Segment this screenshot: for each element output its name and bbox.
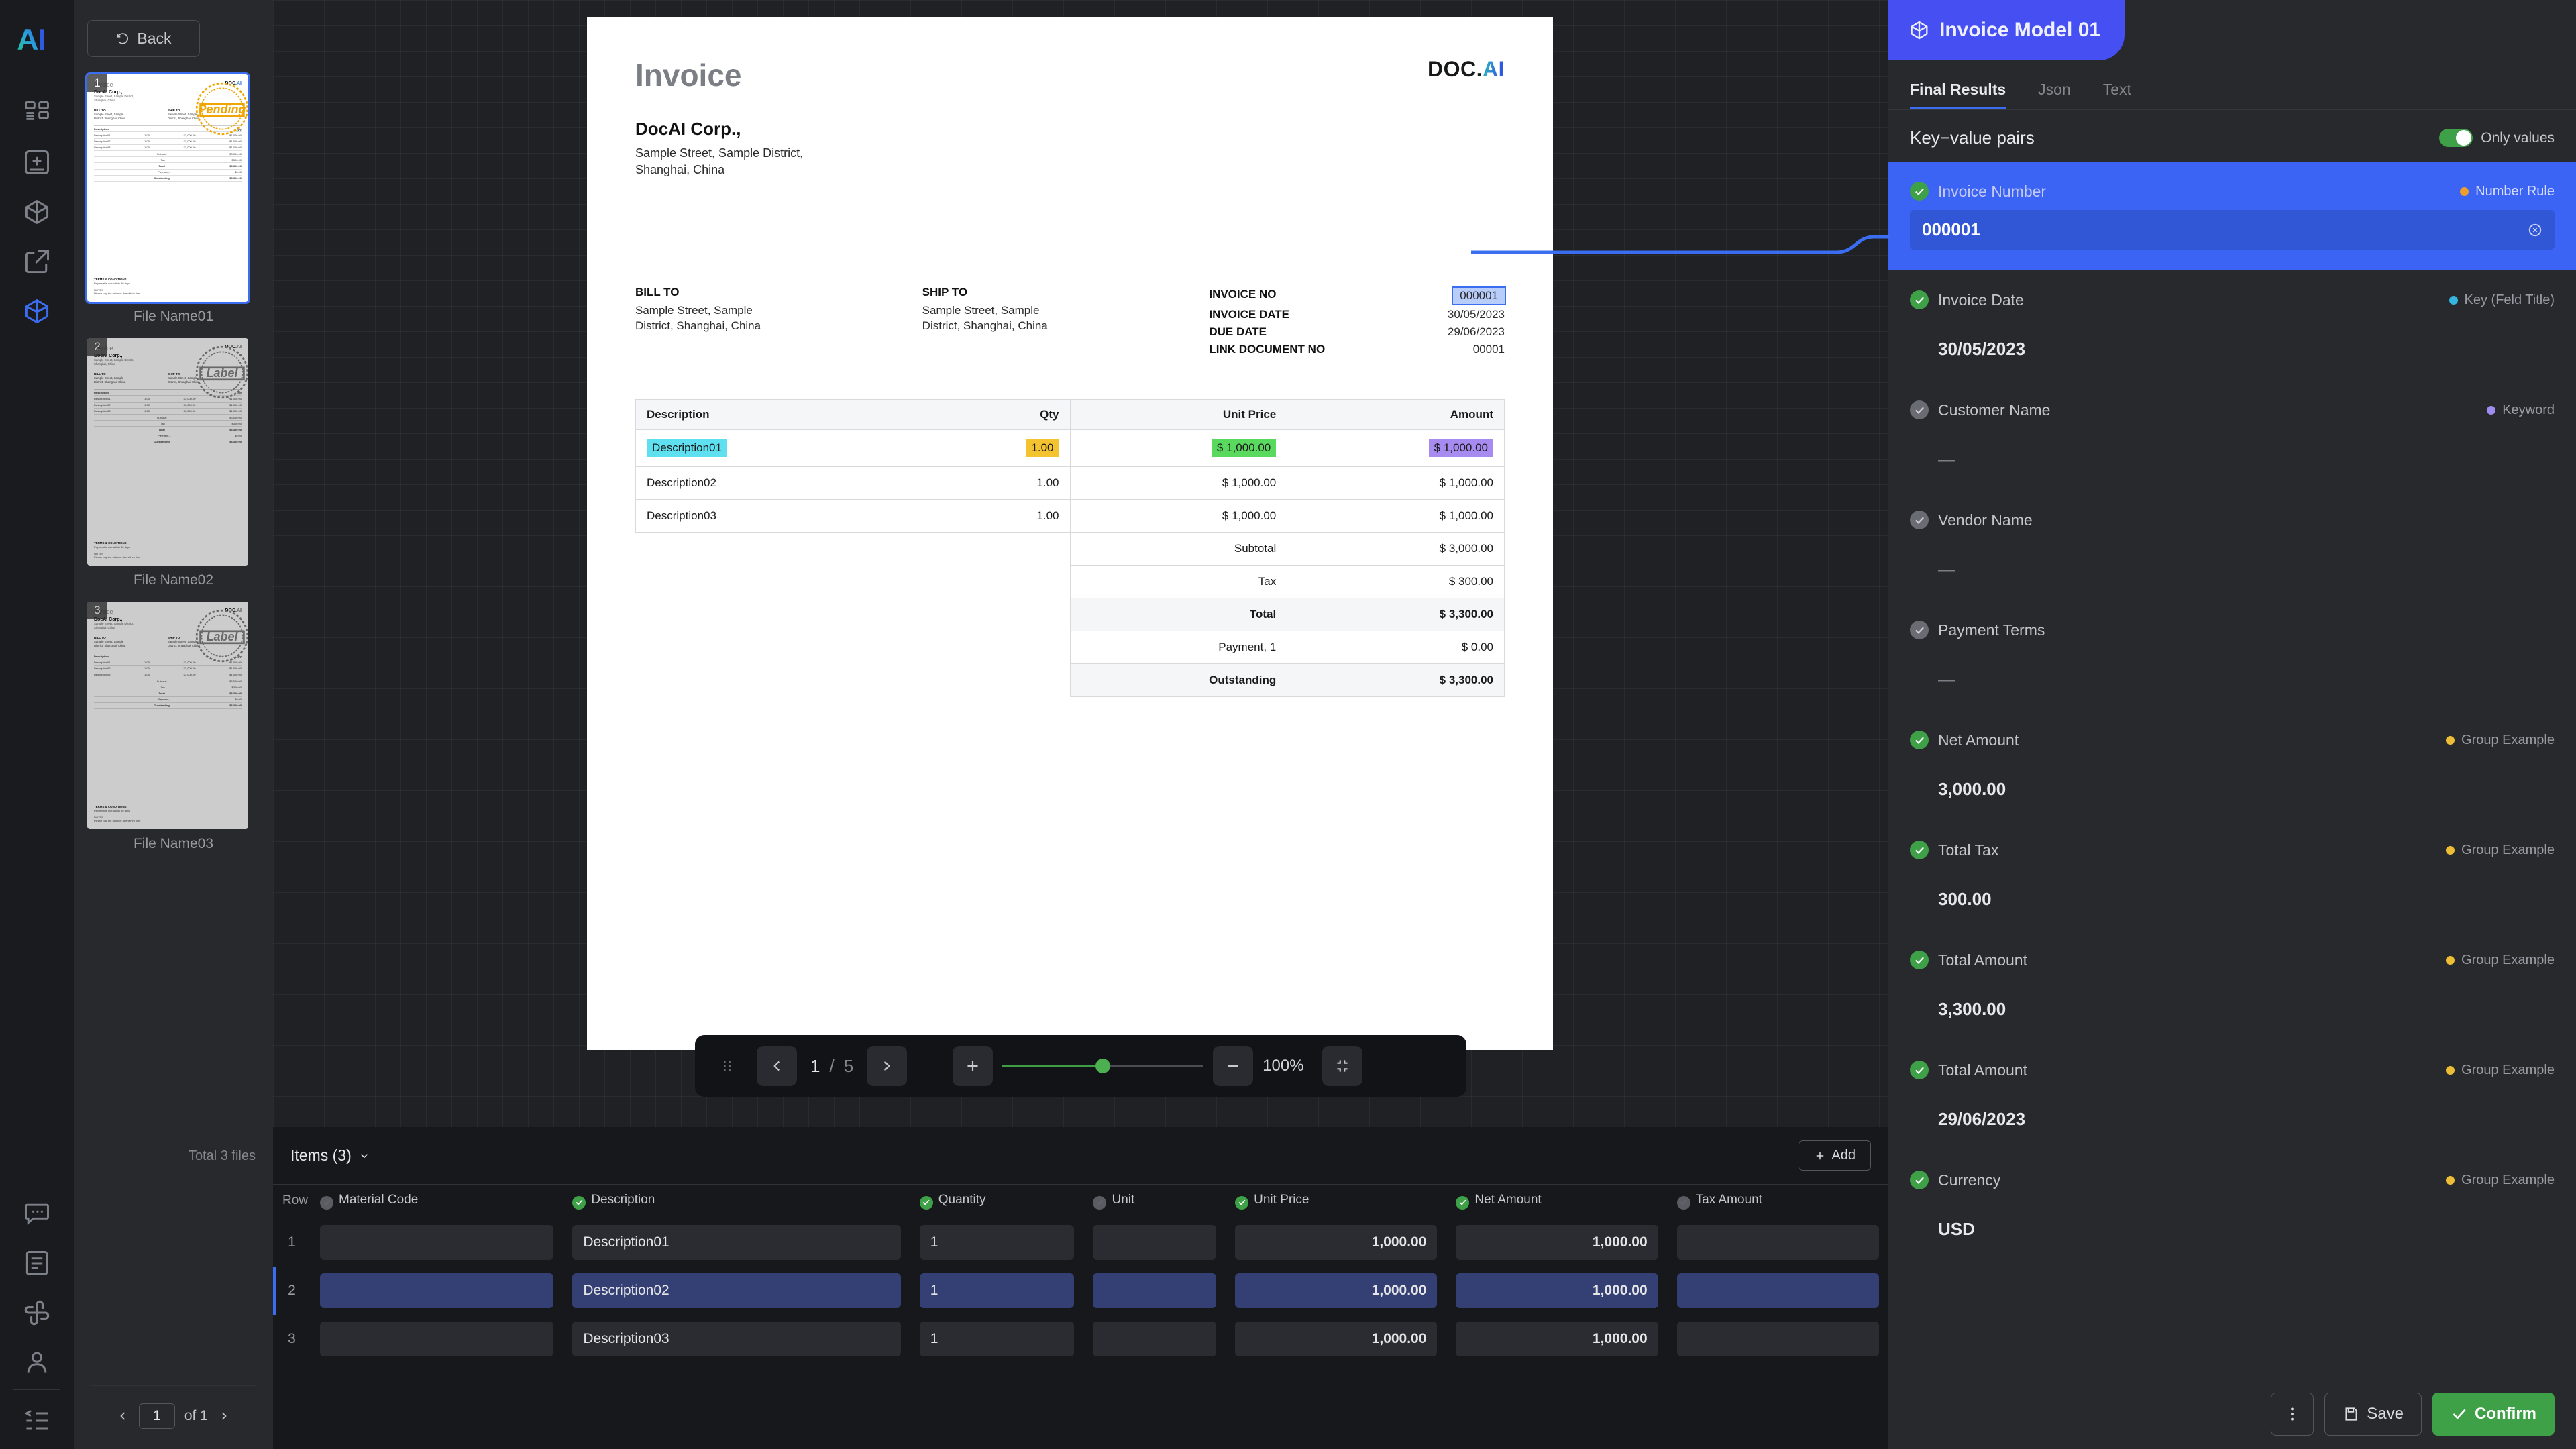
svg-text:I: I xyxy=(38,23,46,56)
svg-text:Pending: Pending xyxy=(199,103,246,116)
svg-text:Label: Label xyxy=(206,630,238,643)
svg-text:A: A xyxy=(17,23,38,56)
svg-text:Label: Label xyxy=(206,366,238,380)
